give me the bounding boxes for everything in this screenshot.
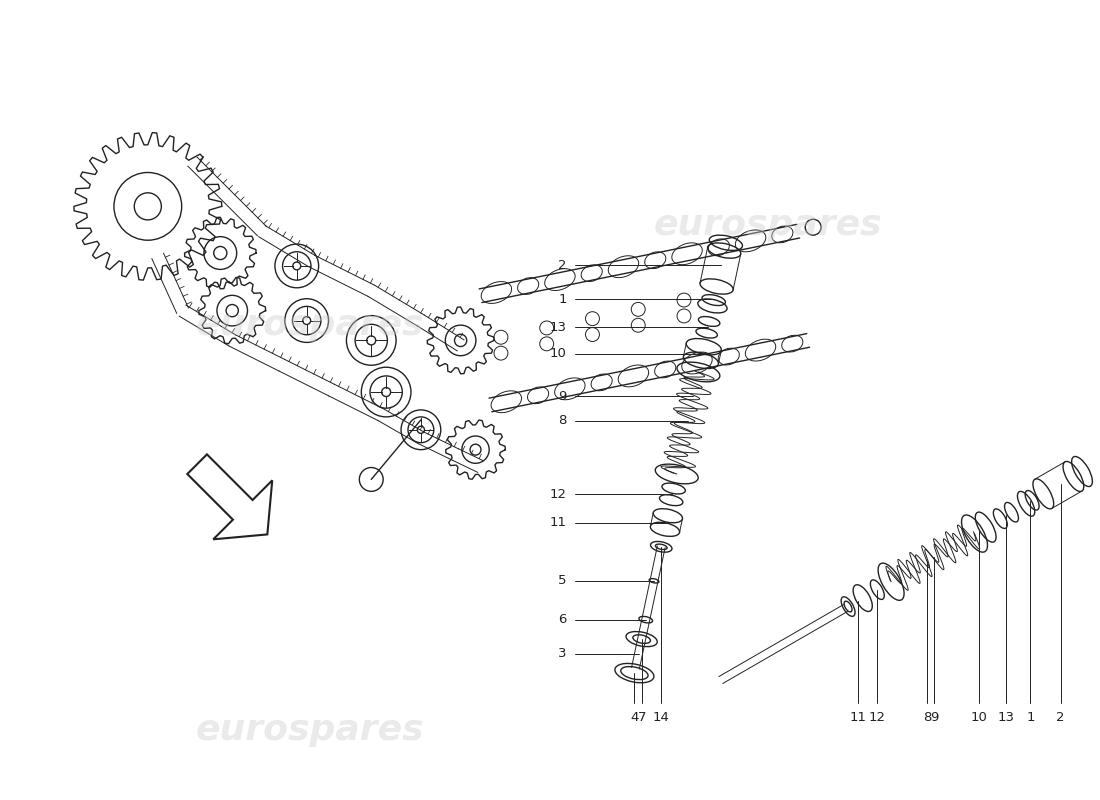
Text: 11: 11 <box>550 516 566 529</box>
Polygon shape <box>187 454 272 539</box>
Text: 7: 7 <box>637 711 646 724</box>
Text: 13: 13 <box>998 711 1015 724</box>
Text: eurospares: eurospares <box>196 713 424 746</box>
Text: 2: 2 <box>1056 711 1065 724</box>
Text: 2: 2 <box>559 258 566 272</box>
Text: 12: 12 <box>550 488 566 501</box>
Text: 8: 8 <box>559 414 566 427</box>
Text: eurospares: eurospares <box>196 307 424 342</box>
Text: 9: 9 <box>559 390 566 402</box>
Text: 3: 3 <box>559 647 566 660</box>
Text: 1: 1 <box>559 293 566 306</box>
Text: 6: 6 <box>559 613 566 626</box>
Text: 8: 8 <box>923 711 932 724</box>
Text: eurospares: eurospares <box>654 208 883 242</box>
Text: 12: 12 <box>869 711 886 724</box>
Text: 4: 4 <box>630 711 639 724</box>
Text: 10: 10 <box>550 347 566 360</box>
Text: 10: 10 <box>970 711 987 724</box>
Text: 13: 13 <box>550 321 566 334</box>
Text: 9: 9 <box>930 711 938 724</box>
Text: 1: 1 <box>1026 711 1035 724</box>
Text: 14: 14 <box>652 711 670 724</box>
Text: 5: 5 <box>559 574 566 587</box>
Text: 11: 11 <box>850 711 867 724</box>
